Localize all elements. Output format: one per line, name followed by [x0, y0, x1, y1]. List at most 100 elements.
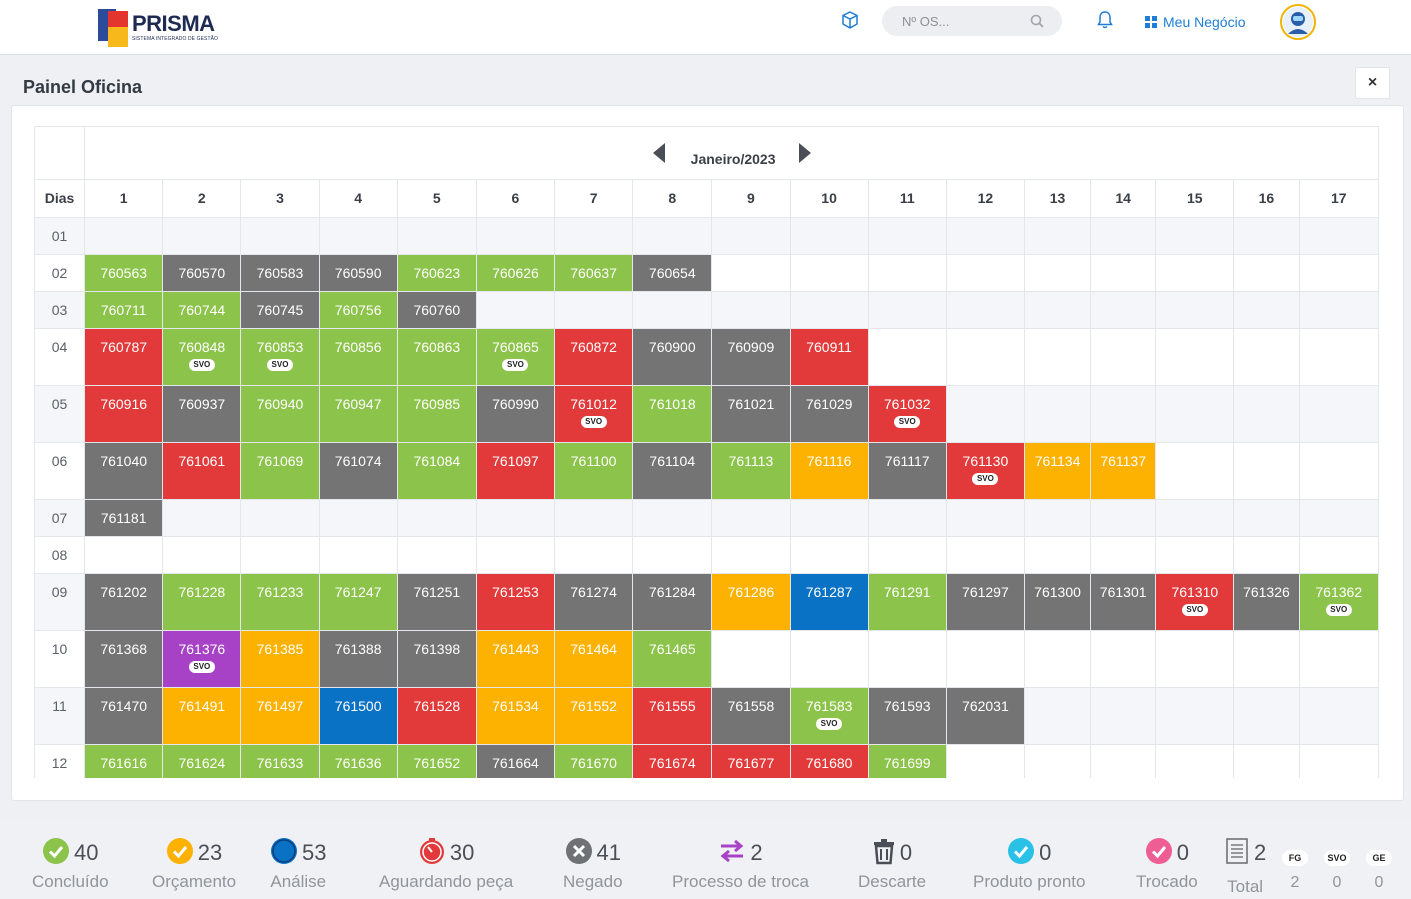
service-order-cell[interactable]: 761274: [554, 573, 634, 631]
service-order-cell[interactable]: 761253: [475, 573, 556, 631]
service-order-cell[interactable]: 761652: [396, 744, 477, 778]
service-order-cell[interactable]: 761130 SVO: [945, 442, 1025, 500]
service-order-cell[interactable]: 761636: [318, 744, 398, 778]
service-order-cell[interactable]: 760623: [396, 254, 477, 292]
service-order-cell[interactable]: 760583: [240, 254, 320, 292]
search-icon[interactable]: [1030, 14, 1044, 28]
service-order-cell[interactable]: 760909: [711, 328, 791, 386]
service-order-cell[interactable]: 761287: [789, 573, 869, 631]
service-order-cell[interactable]: 760711: [84, 291, 164, 329]
service-order-cell[interactable]: 760985: [396, 385, 477, 443]
bell-icon[interactable]: [1096, 10, 1114, 30]
prisma-logo[interactable]: PRISMA SISTEMA INTEGRADO DE GESTÃO: [98, 9, 238, 49]
status-stat-an-lise[interactable]: 53 Análise: [270, 837, 326, 892]
service-order-cell[interactable]: 760937: [162, 385, 242, 443]
status-stat-negado[interactable]: 41 Negado: [563, 837, 623, 892]
service-order-cell[interactable]: 761310 SVO: [1155, 573, 1235, 631]
status-stat-conclu-do[interactable]: 40 Concluído: [32, 837, 109, 892]
service-order-cell[interactable]: 760563: [84, 254, 164, 292]
service-order-cell[interactable]: 761674: [632, 744, 713, 778]
service-order-cell[interactable]: 761677: [711, 744, 791, 778]
service-order-cell[interactable]: 761368: [84, 630, 164, 688]
service-order-cell[interactable]: 761297: [945, 573, 1025, 631]
service-order-cell[interactable]: 761247: [318, 573, 398, 631]
service-order-cell[interactable]: 761616: [84, 744, 164, 778]
service-order-cell[interactable]: 761326: [1233, 573, 1300, 631]
service-order-cell[interactable]: 760787: [84, 328, 164, 386]
user-avatar[interactable]: [1280, 4, 1316, 40]
service-order-cell[interactable]: 761097: [475, 442, 556, 500]
service-order-cell[interactable]: 760637: [554, 254, 634, 292]
service-order-cell[interactable]: 760947: [318, 385, 398, 443]
service-order-cell[interactable]: 760744: [162, 291, 242, 329]
service-order-cell[interactable]: 761497: [240, 687, 320, 745]
service-order-cell[interactable]: 760626: [475, 254, 556, 292]
calendar-scroll-area[interactable]: Janeiro/2023 Dias 1 2 3 4 5 6 7 8 9 10 11 12 13 14 15 1…: [34, 126, 1379, 778]
status-stat-total[interactable]: 2 Total: [1224, 837, 1266, 897]
previous-month-arrow-icon[interactable]: [653, 143, 666, 163]
service-order-cell[interactable]: 761593: [867, 687, 947, 745]
service-order-cell[interactable]: 760848 SVO: [162, 328, 242, 386]
service-order-cell[interactable]: 761100: [554, 442, 634, 500]
os-search-input[interactable]: [900, 12, 1030, 30]
service-order-cell[interactable]: 761202: [84, 573, 164, 631]
next-month-arrow-icon[interactable]: [799, 143, 812, 163]
service-order-cell[interactable]: 761376 SVO: [162, 630, 242, 688]
service-order-cell[interactable]: 761012 SVO: [554, 385, 634, 443]
service-order-cell[interactable]: 761134: [1023, 442, 1092, 500]
service-order-cell[interactable]: 761385: [240, 630, 320, 688]
service-order-cell[interactable]: 761465: [632, 630, 713, 688]
service-order-cell[interactable]: 761443: [475, 630, 556, 688]
service-order-cell[interactable]: 760900: [632, 328, 713, 386]
service-order-cell[interactable]: 761552: [554, 687, 634, 745]
service-order-cell[interactable]: 761113: [711, 442, 791, 500]
service-order-cell[interactable]: 760916: [84, 385, 164, 443]
service-order-cell[interactable]: 760990: [475, 385, 556, 443]
service-order-cell[interactable]: 761137: [1090, 442, 1157, 500]
service-order-cell[interactable]: 761029: [789, 385, 869, 443]
service-order-cell[interactable]: 762031: [945, 687, 1025, 745]
service-order-cell[interactable]: 761181: [84, 499, 164, 537]
status-stat-aguardando-pe-a[interactable]: 30 Aguardando peça: [379, 837, 513, 892]
service-order-cell[interactable]: 761664: [475, 744, 556, 778]
service-order-cell[interactable]: 760756: [318, 291, 398, 329]
service-order-cell[interactable]: 760570: [162, 254, 242, 292]
service-order-cell[interactable]: 761491: [162, 687, 242, 745]
service-order-cell[interactable]: 761117: [867, 442, 947, 500]
service-order-cell[interactable]: 761699: [867, 744, 947, 778]
service-order-cell[interactable]: 761116: [789, 442, 869, 500]
service-order-cell[interactable]: 761032 SVO: [867, 385, 947, 443]
service-order-cell[interactable]: 761534: [475, 687, 556, 745]
service-order-cell[interactable]: 761021: [711, 385, 791, 443]
my-business-link[interactable]: Meu Negócio: [1145, 12, 1246, 32]
service-order-cell[interactable]: 761528: [396, 687, 477, 745]
service-order-cell[interactable]: 761228: [162, 573, 242, 631]
service-order-cell[interactable]: 761464: [554, 630, 634, 688]
service-order-cell[interactable]: 761061: [162, 442, 242, 500]
service-order-cell[interactable]: 760590: [318, 254, 398, 292]
status-stat-trocado[interactable]: 0 Trocado: [1136, 837, 1198, 892]
service-order-cell[interactable]: 761558: [711, 687, 791, 745]
service-order-cell[interactable]: 761291: [867, 573, 947, 631]
close-button[interactable]: ×: [1355, 67, 1390, 99]
service-order-cell[interactable]: 761300: [1023, 573, 1092, 631]
service-order-cell[interactable]: 760872: [554, 328, 634, 386]
status-stat-or-amento[interactable]: 23 Orçamento: [152, 837, 236, 892]
service-order-cell[interactable]: 761633: [240, 744, 320, 778]
service-order-cell[interactable]: 761104: [632, 442, 713, 500]
service-order-cell[interactable]: 761470: [84, 687, 164, 745]
service-order-cell[interactable]: 761286: [711, 573, 791, 631]
cube-icon[interactable]: [840, 10, 860, 30]
service-order-cell[interactable]: 761398: [396, 630, 477, 688]
service-order-cell[interactable]: 761251: [396, 573, 477, 631]
service-order-cell[interactable]: 761284: [632, 573, 713, 631]
service-order-cell[interactable]: 760865 SVO: [475, 328, 556, 386]
service-order-cell[interactable]: 760654: [632, 254, 713, 292]
service-order-cell[interactable]: 761500: [318, 687, 398, 745]
service-order-cell[interactable]: 761388: [318, 630, 398, 688]
service-order-cell[interactable]: 761084: [396, 442, 477, 500]
service-order-cell[interactable]: 761583 SVO: [789, 687, 869, 745]
service-order-cell[interactable]: 760745: [240, 291, 320, 329]
status-stat-descarte[interactable]: 0 Descarte: [858, 838, 926, 892]
service-order-cell[interactable]: 761680: [789, 744, 869, 778]
